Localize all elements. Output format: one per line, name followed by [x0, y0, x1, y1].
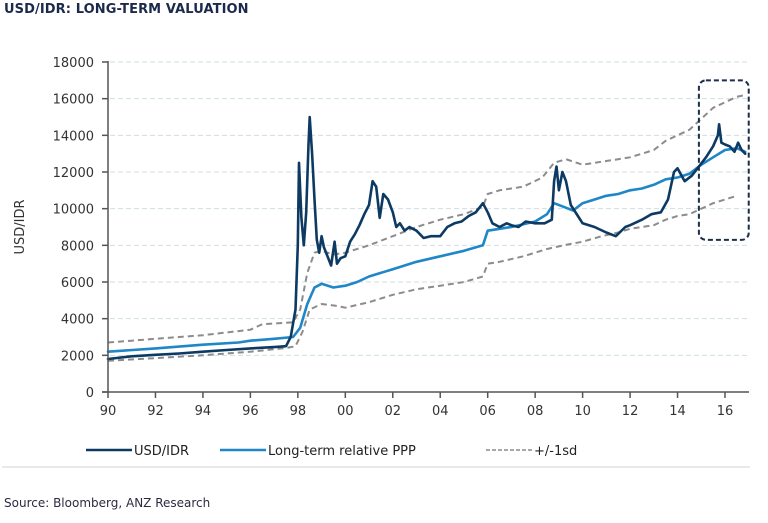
chart-title: USD/IDR: LONG-TERM VALUATION — [4, 2, 249, 17]
x-tick-label: 06 — [479, 404, 496, 419]
x-tick-label: 98 — [290, 404, 307, 419]
legend-label: USD/IDR — [134, 444, 189, 459]
y-tick-label: 16000 — [53, 93, 94, 108]
legend-label: +/-1sd — [534, 444, 577, 459]
chart: 0200040006000800010000120001400016000180… — [2, 56, 750, 468]
legend-item: +/-1sd — [486, 444, 577, 459]
y-tick-label: 8000 — [61, 239, 94, 254]
series-usdidr-line — [106, 115, 747, 361]
y-tick-label: 6000 — [61, 276, 94, 291]
x-tick-label: 96 — [242, 404, 259, 419]
legend-item: USD/IDR — [86, 444, 189, 459]
y-tick-label: 0 — [86, 386, 94, 401]
y-tick-label: 18000 — [53, 56, 94, 71]
x-tick-label: 00 — [337, 404, 354, 419]
x-tick-label: 90 — [100, 404, 117, 419]
x-tick-label: 10 — [574, 404, 591, 419]
y-tick-label: 10000 — [53, 203, 94, 218]
highlight-box — [697, 79, 750, 241]
legend-item: Long-term relative PPP — [220, 444, 416, 459]
y-tick-label: 14000 — [53, 129, 94, 144]
x-tick-label: 08 — [527, 404, 544, 419]
y-axis-title: USD/IDR — [13, 199, 28, 254]
x-tick-label: 16 — [717, 404, 734, 419]
source-note: Source: Bloomberg, ANZ Research — [4, 496, 211, 510]
legend: USD/IDR Long-term relative PPP +/-1sd — [2, 444, 750, 468]
y-tick-label: 4000 — [61, 313, 94, 328]
x-tick-label: 92 — [147, 404, 164, 419]
highlight-box-group — [697, 79, 750, 241]
x-tick-label: 94 — [195, 404, 212, 419]
x-tick-label: 12 — [622, 404, 639, 419]
x-tick-label: 14 — [669, 404, 686, 419]
legend-label: Long-term relative PPP — [268, 444, 416, 459]
series-group — [106, 94, 747, 362]
series-upper-band-line — [107, 94, 746, 344]
y-tick-label: 12000 — [53, 166, 94, 181]
series-ppp-line — [106, 146, 747, 353]
x-tick-label: 04 — [432, 404, 449, 419]
axes: 0200040006000800010000120001400016000180… — [13, 56, 749, 419]
gridlines — [110, 61, 749, 356]
y-tick-label: 2000 — [61, 349, 94, 364]
x-tick-label: 02 — [384, 404, 401, 419]
